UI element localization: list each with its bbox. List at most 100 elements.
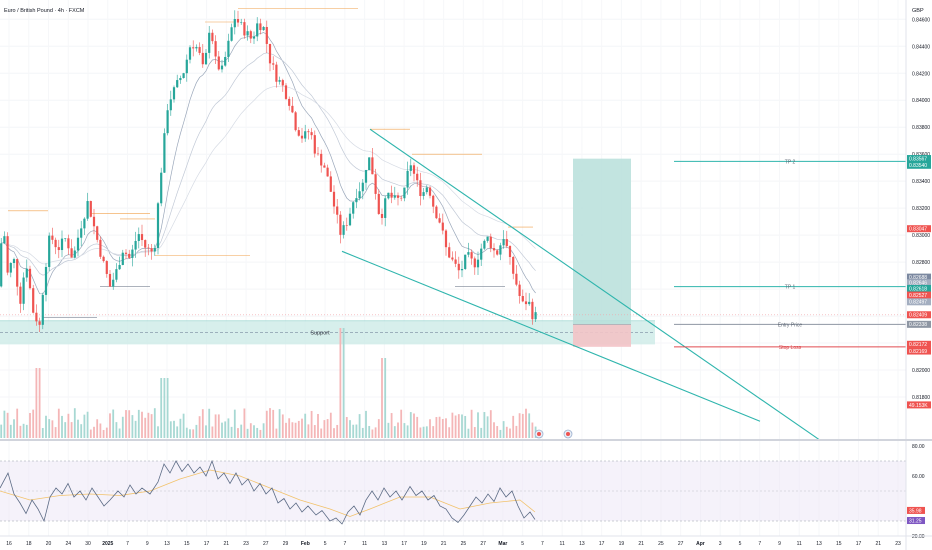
candle-up[interactable] — [246, 31, 249, 36]
candle-up[interactable] — [64, 238, 67, 239]
candle-up[interactable] — [22, 277, 25, 304]
candle-up[interactable] — [256, 23, 259, 37]
candle-up[interactable] — [73, 250, 76, 258]
candle-up[interactable] — [9, 263, 12, 273]
symbol-title[interactable]: Euro / British Pound · 4h · FXCM — [4, 8, 85, 14]
candle-down[interactable] — [518, 284, 521, 296]
candle-up[interactable] — [156, 203, 160, 248]
candle-down[interactable] — [105, 261, 108, 274]
candle-down[interactable] — [249, 31, 252, 39]
candle-up[interactable] — [195, 47, 198, 49]
candle-up[interactable] — [76, 237, 80, 251]
candle-up[interactable] — [483, 240, 486, 249]
candle-down[interactable] — [323, 165, 326, 168]
candle-down[interactable] — [198, 47, 201, 53]
candle-up[interactable] — [163, 133, 166, 173]
candle-up[interactable] — [12, 259, 16, 264]
candle-down[interactable] — [288, 98, 291, 106]
candle-up[interactable] — [112, 279, 115, 287]
candle-down[interactable] — [438, 218, 441, 223]
candle-down[interactable] — [400, 197, 403, 199]
long-position-stop-zone[interactable] — [573, 324, 631, 347]
candle-up[interactable] — [364, 170, 368, 183]
candle-down[interactable] — [211, 32, 214, 42]
candle-down[interactable] — [326, 167, 329, 177]
candle-down[interactable] — [28, 268, 32, 289]
candle-up[interactable] — [176, 80, 179, 88]
candle-up[interactable] — [499, 245, 502, 255]
candle-down[interactable] — [294, 112, 297, 131]
candle-up[interactable] — [403, 187, 406, 199]
candle-up[interactable] — [252, 36, 256, 39]
candle-down[interactable] — [329, 176, 332, 192]
candle-down[interactable] — [124, 252, 128, 254]
candle-down[interactable] — [6, 236, 9, 273]
candle-down[interactable] — [236, 18, 240, 23]
candle-down[interactable] — [201, 52, 204, 65]
long-position-target-zone[interactable] — [573, 158, 631, 325]
candle-down[interactable] — [412, 165, 416, 174]
candle-down[interactable] — [428, 187, 432, 196]
candle-down[interactable] — [515, 273, 518, 285]
candle-down[interactable] — [489, 236, 492, 249]
candle-up[interactable] — [160, 172, 163, 204]
candle-down[interactable] — [451, 257, 454, 260]
candle-up[interactable] — [121, 252, 124, 265]
candle-up[interactable] — [44, 266, 48, 295]
candle-down[interactable] — [70, 248, 73, 258]
candle-up[interactable] — [220, 65, 224, 70]
candle-up[interactable] — [115, 269, 118, 280]
candle-up[interactable] — [153, 247, 156, 252]
candle-up[interactable] — [528, 301, 531, 305]
candle-up[interactable] — [406, 170, 409, 188]
candle-down[interactable] — [531, 301, 534, 320]
rsi-ma-line[interactable] — [0, 469, 536, 517]
candle-down[interactable] — [416, 173, 419, 181]
candle-up[interactable] — [224, 56, 227, 66]
candle-up[interactable] — [342, 225, 345, 235]
candle-up[interactable] — [240, 22, 243, 23]
candle-down[interactable] — [444, 230, 448, 248]
candle-down[interactable] — [192, 47, 195, 49]
candle-down[interactable] — [336, 206, 339, 215]
candle-down[interactable] — [374, 174, 377, 194]
candle-up[interactable] — [227, 40, 230, 57]
candle-down[interactable] — [51, 235, 54, 240]
candle-down[interactable] — [214, 41, 217, 57]
candle-down[interactable] — [217, 56, 220, 70]
candle-down[interactable] — [108, 273, 112, 287]
candle-down[interactable] — [57, 247, 60, 251]
candle-down[interactable] — [345, 225, 348, 226]
candle-up[interactable] — [425, 187, 428, 193]
rsi-pane[interactable]: 80.00 60.00 20.00 35.98 31.25 — [0, 444, 925, 540]
candle-up[interactable] — [368, 157, 371, 171]
candle-up[interactable] — [60, 238, 64, 251]
candle-down[interactable] — [332, 191, 336, 207]
candle-down[interactable] — [457, 263, 460, 271]
candle-down[interactable] — [284, 85, 288, 99]
candle-down[interactable] — [140, 234, 144, 241]
candle-down[interactable] — [380, 213, 384, 218]
candle-up[interactable] — [204, 52, 208, 65]
candle-down[interactable] — [281, 80, 284, 86]
candle-down[interactable] — [96, 226, 99, 240]
candle-up[interactable] — [422, 192, 425, 196]
candle-up[interactable] — [80, 228, 83, 238]
candle-down[interactable] — [89, 201, 92, 217]
candle-down[interactable] — [419, 180, 422, 196]
candle-down[interactable] — [470, 252, 473, 259]
candle-down[interactable] — [243, 22, 246, 36]
candle-down[interactable] — [521, 295, 524, 302]
candle-up[interactable] — [179, 78, 182, 81]
candle-up[interactable] — [355, 198, 358, 203]
candle-up[interactable] — [361, 182, 364, 192]
candle-down[interactable] — [313, 135, 316, 154]
trendline[interactable] — [341, 250, 761, 422]
candle-up[interactable] — [480, 248, 483, 260]
candle-down[interactable] — [496, 250, 499, 255]
candle-down[interactable] — [150, 248, 153, 252]
candle-up[interactable] — [348, 213, 352, 226]
candle-down[interactable] — [291, 105, 294, 113]
candle-down[interactable] — [128, 253, 131, 258]
